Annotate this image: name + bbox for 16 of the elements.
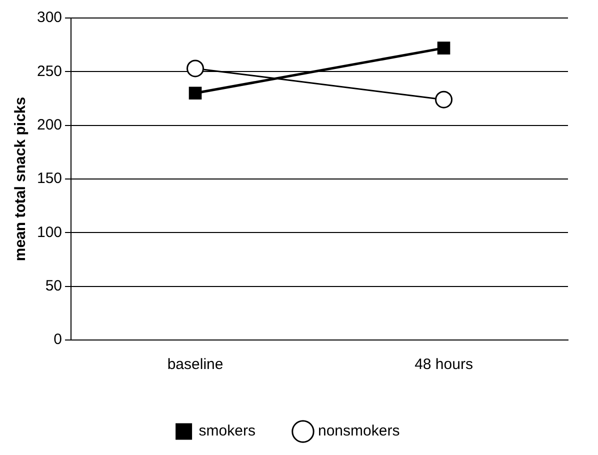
legend-label: nonsmokers xyxy=(318,422,400,440)
y-tick-label: 150 xyxy=(36,170,62,188)
y-tick-label: 0 xyxy=(54,331,62,348)
x-tick-label: baseline xyxy=(167,356,224,374)
point xyxy=(437,42,450,54)
point xyxy=(435,90,453,108)
point xyxy=(188,86,202,100)
x-tick-label: 48 hours xyxy=(414,356,473,374)
y-tick-label: 50 xyxy=(45,277,62,294)
y-tick-label: 250 xyxy=(36,62,62,80)
y-tick-label: 300 xyxy=(36,9,62,26)
y-axis-title: mean total snack picks xyxy=(12,96,30,262)
y-tick-label: 100 xyxy=(36,224,62,241)
point xyxy=(186,60,204,78)
y-tick-label: 200 xyxy=(36,116,62,134)
legend-label: smokers xyxy=(198,422,256,440)
